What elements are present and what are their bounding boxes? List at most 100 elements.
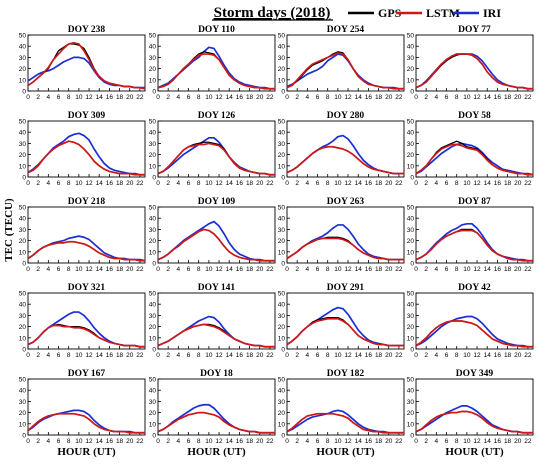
x-tick-label: 4 [47,180,51,187]
y-tick-label: 50 [278,33,286,40]
y-tick-label: 10 [407,249,415,256]
panel-frame [415,206,534,264]
y-tick-label: 10 [278,335,286,342]
x-tick-label: 14 [96,352,104,359]
x-tick-label: 18 [116,266,124,273]
x-tick-label: 4 [47,266,51,273]
x-tick-label: 4 [177,180,181,187]
x-tick-label: 12 [473,438,481,445]
x-tick-label: 12 [215,180,223,187]
panel-title: DOY 58 [458,111,491,121]
x-tick-label: 10 [463,180,471,187]
x-tick-label: 8 [326,352,330,359]
panel-title: DOY 280 [327,111,365,121]
y-tick-label: 50 [278,205,286,212]
x-tick-label: 8 [197,180,201,187]
x-tick-label: 10 [75,352,83,359]
y-tick-label: 30 [407,55,415,62]
x-tick-label: 14 [96,94,104,101]
panel-title: DOY 309 [68,111,106,121]
x-tick-label: 18 [246,266,254,273]
x-tick-label: 12 [344,94,352,101]
series-line-lstm [157,323,275,348]
x-axis-label: HOUR (UT) [445,446,504,458]
x-tick-label: 22 [266,180,274,187]
x-tick-label: 10 [334,266,342,273]
series-line-iri [27,235,146,262]
series-line-lstm [157,53,275,90]
x-tick-label: 16 [236,266,244,273]
y-tick-label: 50 [149,291,157,298]
x-tick-label: 16 [236,438,244,445]
x-tick-label: 4 [306,266,310,273]
y-tick-label: 40 [278,302,286,309]
x-tick-label: 4 [177,94,181,101]
series-line-iri [415,53,533,90]
y-tick-label: 40 [407,302,415,309]
y-tick-label: 10 [407,77,415,84]
x-tick-label: 14 [355,180,363,187]
x-tick-label: 4 [435,180,439,187]
x-tick-label: 22 [524,352,532,359]
x-tick-label: 6 [57,94,61,101]
series-line-lstm [286,317,404,347]
y-tick-label: 40 [19,216,27,223]
x-tick-label: 16 [365,352,373,359]
x-tick-label: 10 [205,94,213,101]
x-tick-label: 4 [306,94,310,101]
x-tick-label: 2 [166,94,170,101]
y-tick-label: 20 [149,66,157,73]
panel-frame [157,206,276,264]
y-tick-label: 40 [149,388,157,395]
x-tick-label: 22 [524,266,532,273]
y-tick-label: 20 [407,238,415,245]
x-tick-label: 20 [514,266,522,273]
y-tick-label: 50 [149,119,157,126]
x-tick-label: 14 [484,352,492,359]
x-tick-label: 22 [266,352,274,359]
series-line-lstm [157,411,275,434]
y-tick-label: 40 [149,302,157,309]
series-line-iri [157,315,275,348]
x-tick-label: 2 [36,438,40,445]
legend: GPS LSTM IRI [348,6,501,20]
y-tick-label: 30 [278,141,286,148]
y-tick-label: 10 [149,163,157,170]
y-tick-label: 20 [278,238,286,245]
x-tick-label: 14 [96,266,104,273]
x-tick-label: 6 [187,180,191,187]
x-tick-label: 20 [126,266,134,273]
x-tick-label: 16 [494,266,502,273]
panel-frame [157,120,276,178]
x-tick-label: 10 [75,94,83,101]
x-tick-label: 8 [326,266,330,273]
x-tick-label: 22 [524,94,532,101]
y-tick-label: 0 [410,175,414,182]
y-tick-label: 0 [152,347,156,354]
panel-frame [157,378,276,436]
y-tick-label: 20 [278,66,286,73]
panel-title: DOY 110 [198,25,235,35]
x-tick-label: 22 [136,438,144,445]
y-tick-label: 10 [278,77,286,84]
x-tick-label: 16 [106,266,114,273]
x-tick-label: 16 [106,352,114,359]
y-tick-label: 0 [281,347,285,354]
series-line-iri [286,134,404,175]
x-tick-label: 20 [385,266,393,273]
x-tick-label: 20 [256,180,264,187]
series-line-lstm [286,237,404,261]
y-tick-label: 0 [410,347,414,354]
y-tick-label: 30 [19,399,27,406]
x-tick-label: 6 [57,180,61,187]
panel-frame [286,34,405,92]
x-axis-label: HOUR (UT) [316,446,375,458]
y-tick-label: 0 [281,433,285,440]
panel-title: DOY 18 [200,369,233,379]
series-line-lstm [415,320,533,348]
